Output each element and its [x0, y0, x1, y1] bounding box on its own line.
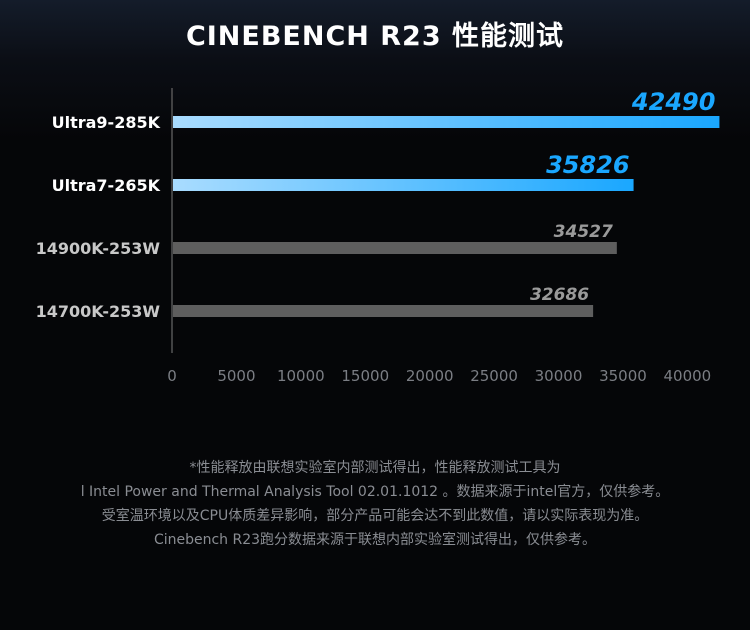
x-tick-label: 10000 [277, 367, 325, 385]
bar [173, 179, 634, 191]
category-label: 14900K-253W [36, 239, 161, 258]
x-tick-label: 0 [167, 367, 177, 385]
x-tick-label: 30000 [535, 367, 583, 385]
x-tick-label: 25000 [470, 367, 518, 385]
chart-title: CINEBENCH R23 性能测试 [185, 21, 565, 52]
footnote-line: *性能释放由联想实验室内部测试得出，性能释放测试工具为 [189, 460, 561, 476]
x-tick-label: 15000 [341, 367, 389, 385]
data-label: 32686 [530, 285, 589, 305]
footnotes: *性能释放由联想实验室内部测试得出，性能释放测试工具为 l Intel Powe… [0, 456, 750, 552]
bar [173, 242, 617, 254]
footnote-line: 受室温环境以及CPU体质差异影响，部分产品可能会达不到此数值，请以实际表现为准。 [101, 508, 649, 524]
bar [173, 305, 594, 317]
data-label: 35826 [546, 151, 630, 179]
category-label: Ultra9-285K [52, 113, 161, 132]
x-tick-label: 35000 [599, 367, 647, 385]
category-label: 14700K-253W [36, 302, 161, 321]
footnote-line: Cinebench R23跑分数据来源于联想内部实验室测试得出，仅供参考。 [153, 532, 597, 548]
x-tick-label: 40000 [663, 367, 711, 385]
bar-chart: 0 5000 10000 15000 20000 25000 30000 35000 40000… [36, 88, 720, 385]
category-label: Ultra7-265K [52, 176, 161, 195]
bar [173, 116, 720, 128]
x-tick-label: 5000 [217, 367, 255, 385]
data-label: 34527 [554, 222, 613, 242]
x-tick-label: 20000 [406, 367, 454, 385]
footnote-line: l Intel Power and Thermal Analysis Tool … [80, 484, 670, 500]
data-label: 42490 [631, 88, 716, 116]
